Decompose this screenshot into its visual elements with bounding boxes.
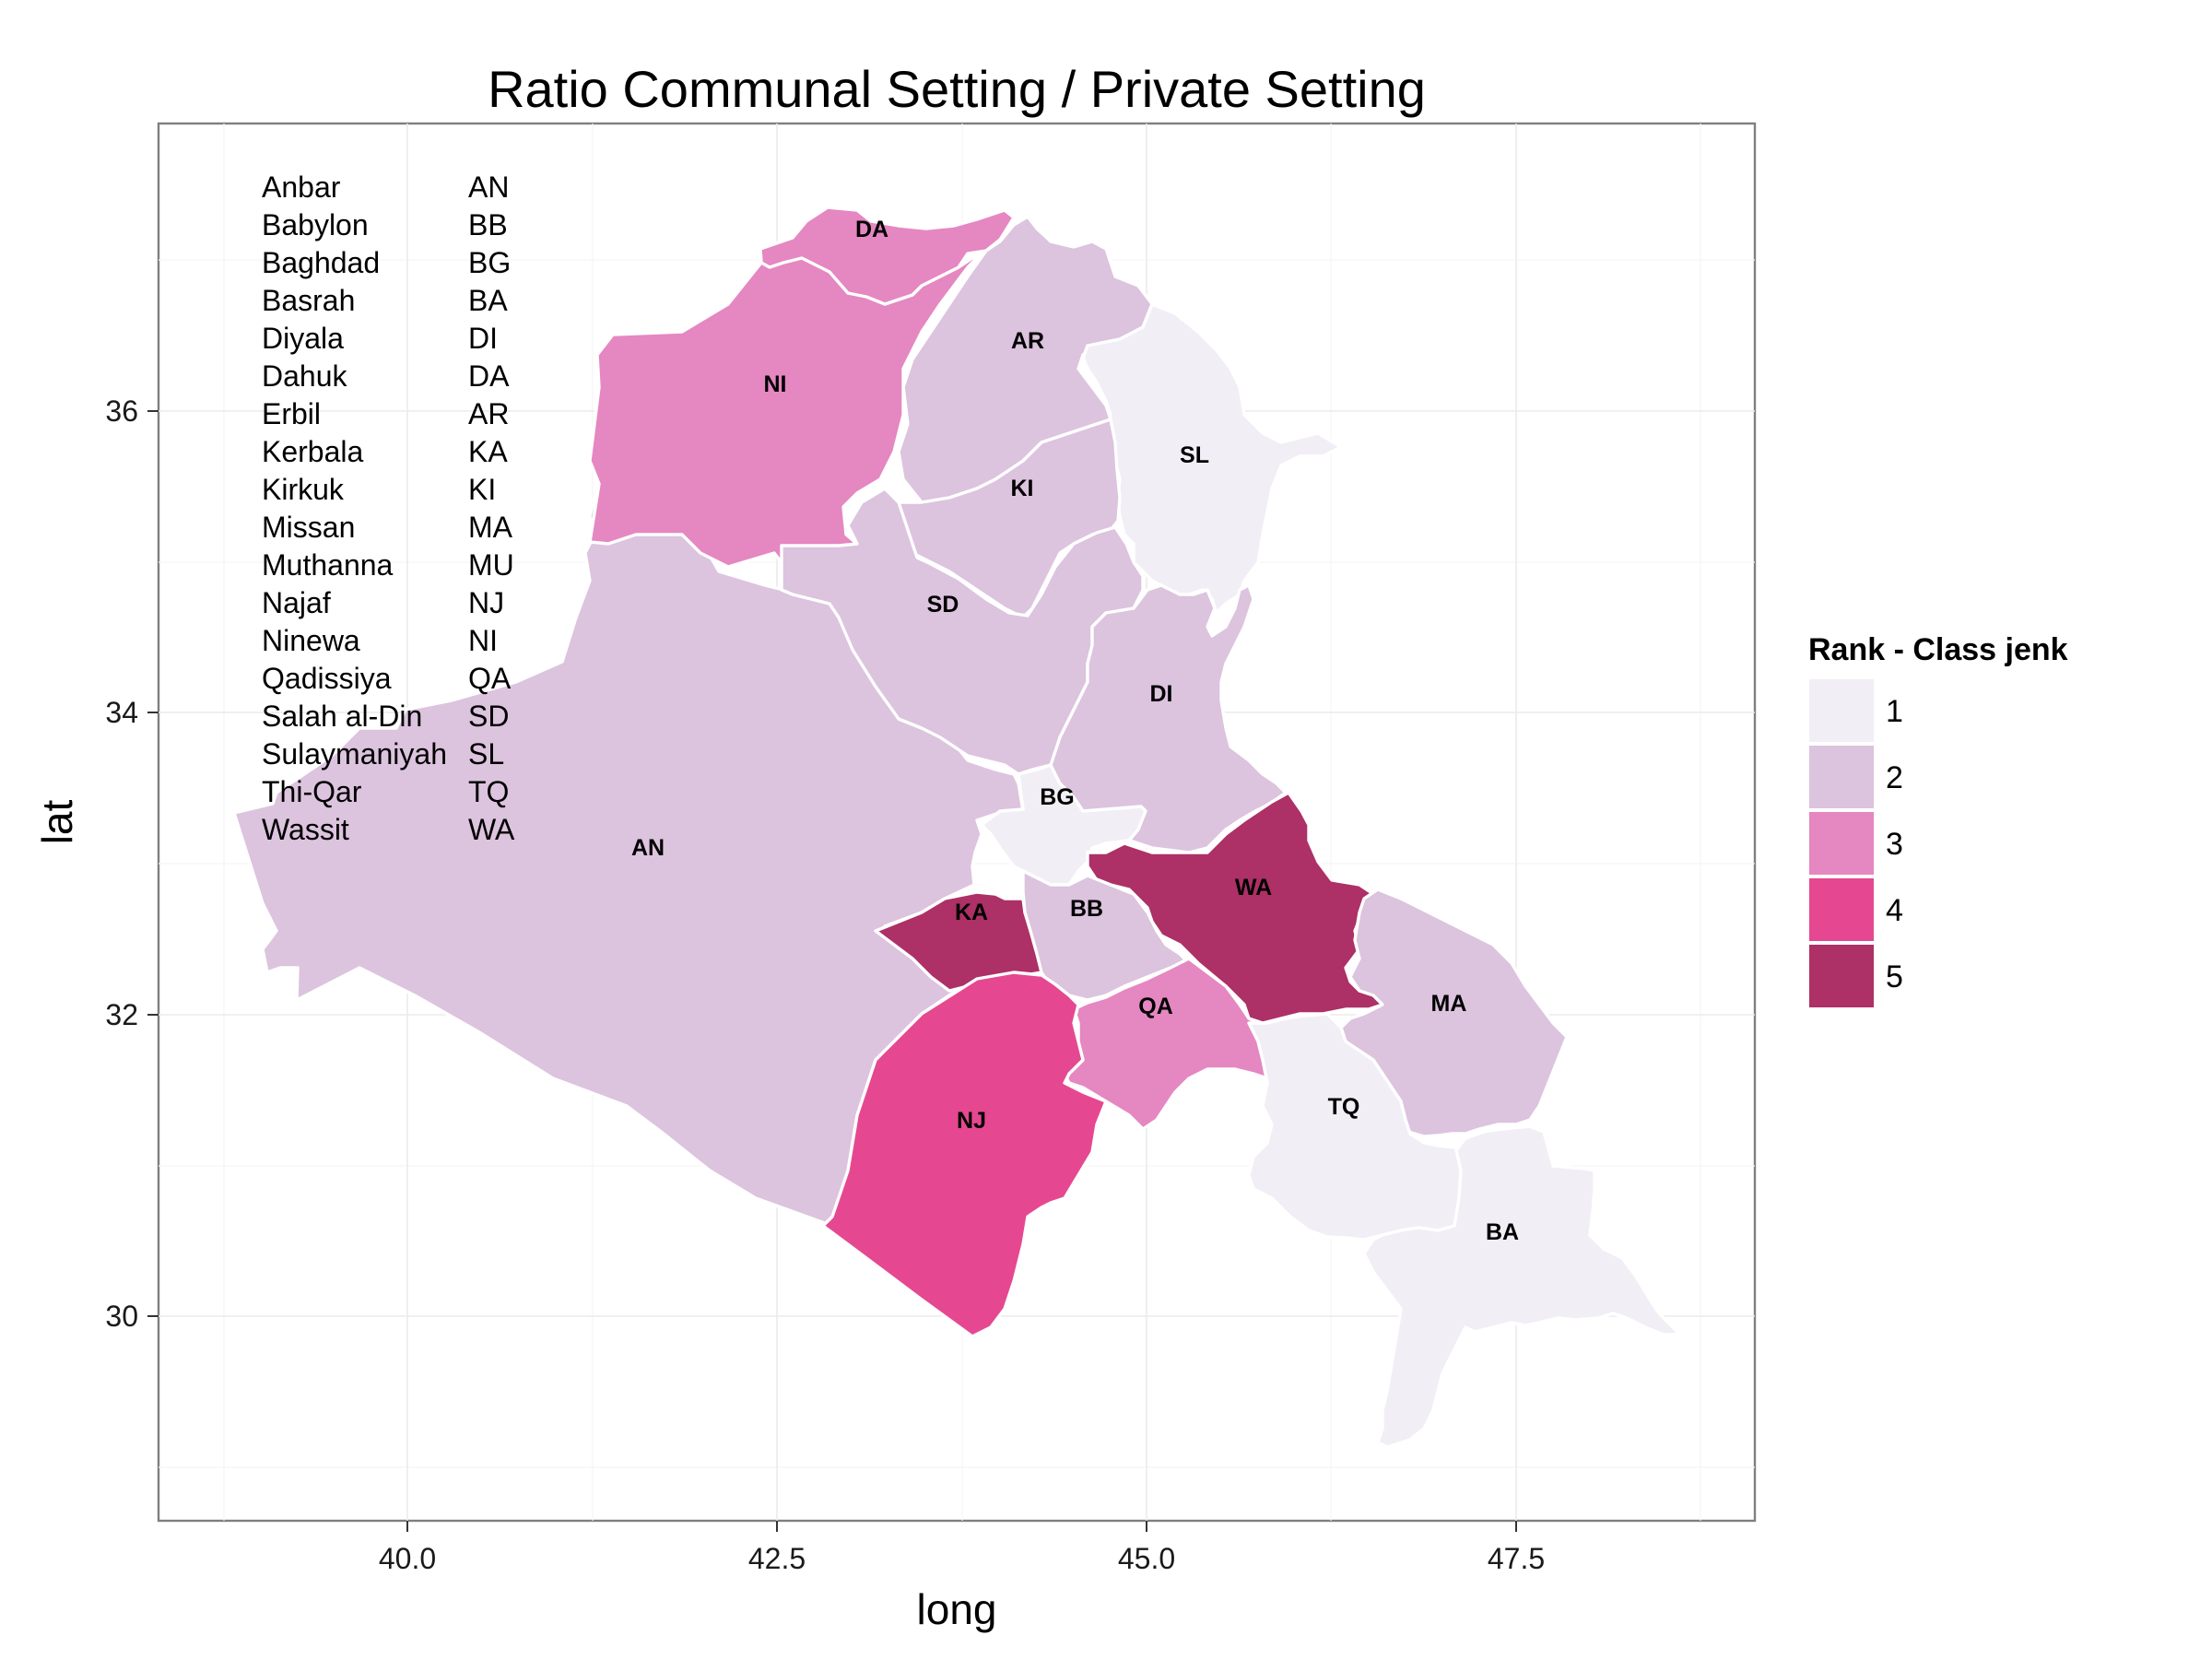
label-AN: AN [631, 835, 665, 861]
label-QA: QA [1138, 994, 1173, 1019]
province-MA [1339, 888, 1569, 1138]
x-tick-label: 40.0 [379, 1542, 436, 1575]
legend-swatch [1807, 677, 1876, 744]
label-KI: KI [1011, 476, 1034, 501]
key-province-code: AR [468, 397, 509, 430]
legend-label: 4 [1886, 893, 1903, 928]
label-NJ: NJ [957, 1108, 986, 1134]
key-province-code: NJ [468, 586, 504, 619]
y-tick-label: 36 [105, 394, 138, 428]
key-province-name: Qadissiya [262, 662, 392, 695]
y-tick-label: 34 [105, 696, 138, 729]
legend-label: 5 [1886, 959, 1903, 994]
legend-label: 1 [1886, 694, 1903, 729]
key-province-code: KI [468, 473, 496, 506]
province-label-layer: AN NI DA AR SL KI SD DI BG WA KA BB QA N… [631, 217, 1519, 1245]
key-province-code: SL [468, 737, 504, 771]
legend-swatch [1807, 744, 1876, 810]
label-TQ: TQ [1328, 1094, 1360, 1120]
label-NI: NI [764, 371, 787, 397]
label-SL: SL [1180, 442, 1209, 468]
x-tick-label: 42.5 [748, 1542, 806, 1575]
province-WA [1086, 791, 1384, 1025]
key-province-code: SD [468, 700, 509, 733]
province-DA [759, 206, 1016, 306]
label-DA: DA [855, 217, 888, 242]
key-province-name: Babylon [262, 208, 369, 241]
key-province-code: WA [468, 813, 515, 846]
key-province-code: AN [468, 171, 509, 204]
label-AR: AR [1011, 328, 1044, 354]
label-BG: BG [1040, 784, 1075, 810]
key-province-code: NI [468, 624, 498, 657]
key-province-code: KA [468, 435, 508, 468]
y-tick-label: 30 [105, 1300, 138, 1333]
key-province-name: Dahuk [262, 359, 348, 393]
key-province-name: Erbil [262, 397, 321, 430]
key-province-code: QA [468, 662, 512, 695]
legend-label: 3 [1886, 827, 1903, 862]
key-province-code: MU [468, 548, 514, 582]
key-province-name: Anbar [262, 171, 341, 204]
legend-swatch [1807, 943, 1876, 1009]
label-WA: WA [1235, 875, 1272, 900]
x-tick-label: 45.0 [1118, 1542, 1175, 1575]
map-title: Ratio Communal Setting / Private Setting [488, 60, 1426, 118]
legend-swatch [1807, 810, 1876, 877]
key-province-name: Basrah [262, 284, 355, 317]
x-axis-title: long [917, 1585, 997, 1633]
key-province-name: Baghdad [262, 246, 380, 279]
key-province-name: Diyala [262, 322, 344, 355]
province-AN [232, 473, 1025, 1228]
label-SD: SD [927, 592, 959, 618]
key-province-name: Ninewa [262, 624, 360, 657]
key-province-code: DA [468, 359, 510, 393]
key-province-code: BB [468, 208, 508, 241]
y-axis-title: lat [33, 799, 81, 844]
key-province-code: MA [468, 511, 513, 544]
x-axis: 40.0 42.5 45.0 47.5 [379, 1521, 1545, 1575]
key-province-name: Kirkuk [262, 473, 345, 506]
province-key-table: Anbar AN Babylon BB Baghdad BG Basrah BA Diyala D… [262, 171, 515, 846]
key-province-name: Wassit [262, 813, 349, 846]
key-province-name: Muthanna [262, 548, 394, 582]
legend-title: Rank - Class jenk [1808, 632, 2068, 667]
key-province-code: DI [468, 322, 498, 355]
legend: Rank - Class jenk 1 2 3 4 5 [1807, 632, 2068, 1009]
label-KA: KA [955, 900, 988, 925]
x-tick-label: 47.5 [1488, 1542, 1545, 1575]
y-tick-label: 32 [105, 998, 138, 1031]
legend-swatch [1807, 877, 1876, 943]
province-NJ [821, 971, 1108, 1338]
key-province-code: TQ [468, 775, 509, 808]
key-province-code: BA [468, 284, 508, 317]
legend-label: 2 [1886, 760, 1903, 795]
key-province-name: Najaf [262, 586, 331, 619]
key-province-code: BG [468, 246, 511, 279]
label-BA: BA [1486, 1219, 1519, 1245]
key-province-name: Sulaymaniyah [262, 737, 447, 771]
key-province-name: Kerbala [262, 435, 364, 468]
province-BA [1362, 1124, 1681, 1449]
key-province-name: Thi-Qar [262, 775, 362, 808]
y-axis: 30 32 34 36 [105, 394, 159, 1333]
province-layer [232, 206, 1681, 1449]
key-province-name: Salah al-Din [262, 700, 422, 733]
key-province-name: Missan [262, 511, 355, 544]
label-MA: MA [1431, 991, 1467, 1017]
label-BB: BB [1070, 896, 1103, 922]
label-DI: DI [1150, 681, 1173, 707]
